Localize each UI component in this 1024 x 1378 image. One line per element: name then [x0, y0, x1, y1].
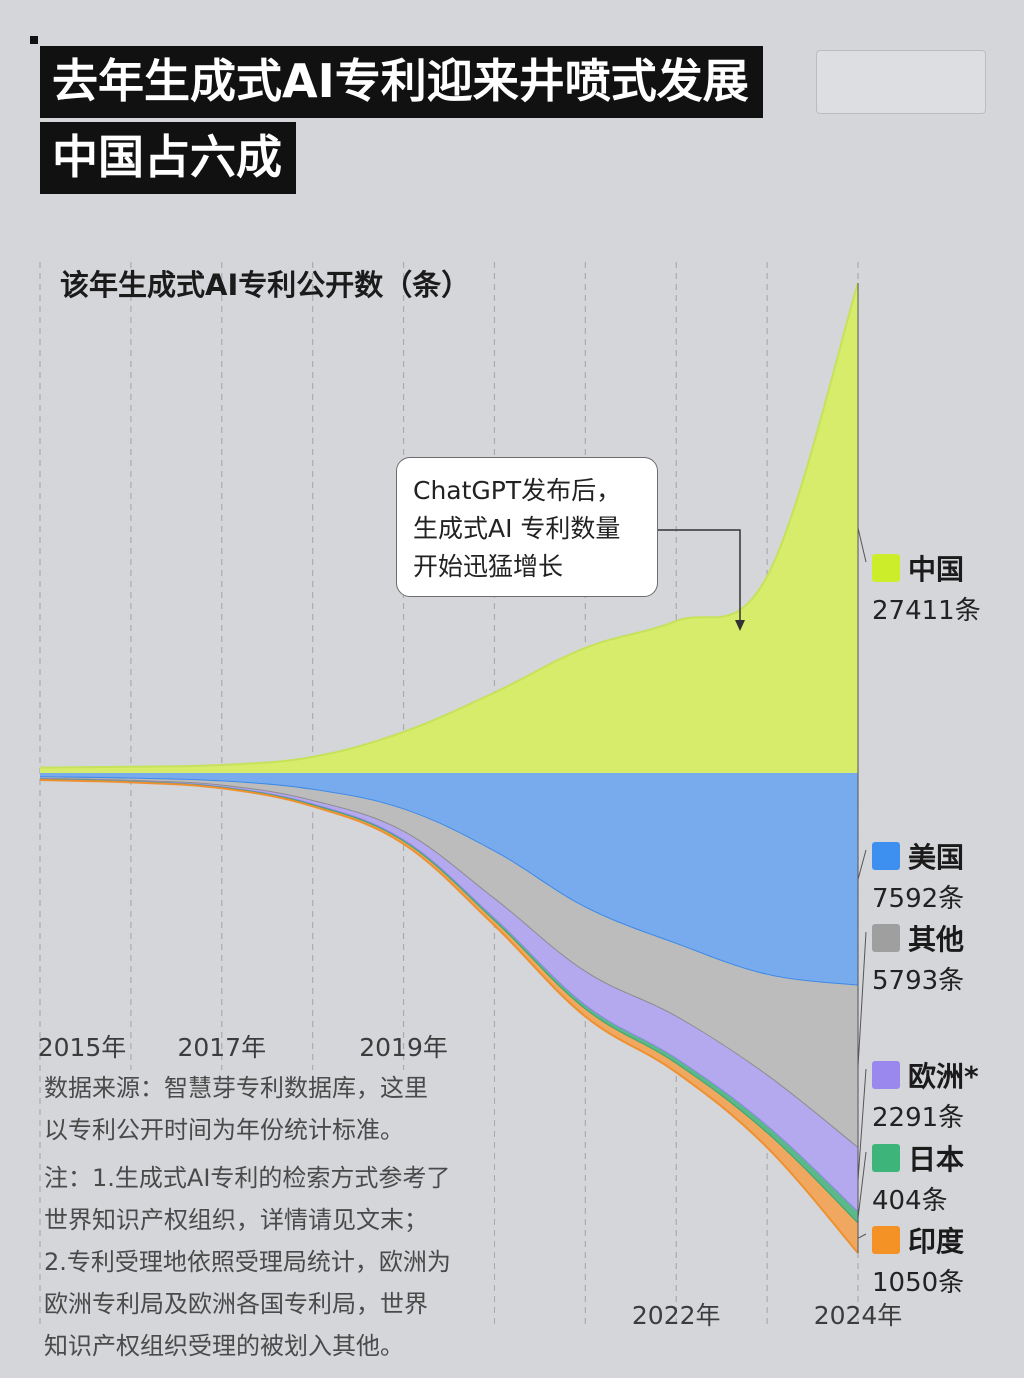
legend-name: 日本 — [908, 1143, 965, 1176]
x-tick-label: 2022年 — [631, 1301, 721, 1330]
note-line-1: 注：1.生成式AI专利的检索方式参考了 — [44, 1164, 451, 1192]
leader-lines — [658, 283, 867, 1253]
logo-placeholder — [816, 50, 986, 114]
legend-leader-series-e7be8ee59bbd — [857, 773, 867, 986]
legend-swatch — [872, 924, 900, 952]
note-line-5: 知识产权组织受理的被划入其他。 — [44, 1332, 404, 1360]
legend-leader-series-e697a5e69cac — [857, 1151, 867, 1224]
edge-series-e4b8ade59bbd — [39, 282, 859, 769]
legend-item-series-e697a5e69cac: 日本 404条 — [872, 1138, 964, 1217]
legend-item-series-e585b6e4bb96: 其他 5793条 — [872, 918, 964, 997]
legend-name: 中国 — [908, 553, 965, 586]
legend-value: 2291条 — [872, 1103, 965, 1133]
legend-name: 印度 — [908, 1225, 965, 1258]
legend-name: 欧洲* — [908, 1060, 979, 1093]
area-series-e585b6e4bb96 — [40, 777, 858, 1149]
source-notes: 数据来源：智慧芽专利数据库，这里 以专利公开时间为年份统计标准。 注：1.生成式… — [44, 1070, 494, 1370]
source-line-1: 数据来源：智慧芽专利数据库，这里 — [44, 1074, 428, 1102]
legend-swatch — [872, 554, 900, 582]
chatgpt-annotation: ChatGPT发布后， 生成式AI 专利数量 开始迅猛增长 — [396, 457, 658, 597]
x-tick-label: 2019年 — [359, 1033, 448, 1062]
note-line-3: 2.专利受理地依照受理局统计，欧洲为 — [44, 1248, 451, 1276]
x-tick-label: 2015年 — [37, 1033, 127, 1062]
annotation-line-2: 生成式AI 专利数量 — [413, 514, 621, 543]
chart-subtitle: 该年生成式AI专利公开数（条） — [60, 268, 471, 302]
annotation-leader — [658, 529, 741, 625]
annotation-arrow — [735, 620, 745, 631]
legend-swatch — [872, 1144, 900, 1172]
area-series-e7be8ee59bbd — [40, 773, 858, 986]
annotation-line-3: 开始迅猛增长 — [413, 552, 564, 581]
x-tick-label: 2024年 — [813, 1301, 903, 1330]
source-line-2: 以专利公开时间为年份统计标准。 — [44, 1116, 404, 1144]
legend-leader-series-e585b6e4bb96 — [857, 931, 867, 1149]
area-series-e4b8ade59bbd — [40, 283, 858, 773]
note-line-4: 欧洲专利局及欧洲各国专利局，世界 — [44, 1290, 428, 1318]
legend-swatch — [872, 842, 900, 870]
legend-leader-series-e4b8ade59bbd — [857, 283, 867, 773]
x-tick-label: 2017年 — [177, 1033, 267, 1062]
legend-item-series-e58db0e5baa6: 印度 1050条 — [872, 1220, 964, 1299]
legend-swatch — [872, 1226, 900, 1254]
area-series-e6aca7e6b4b2* — [40, 778, 858, 1213]
edge-series-e58db0e5baa6 — [39, 779, 859, 1254]
note-line-2: 世界知识产权组织，详情请见文末； — [44, 1206, 428, 1234]
legend-value: 404条 — [872, 1186, 948, 1216]
stream-layers — [39, 282, 859, 1254]
annotation-line-1: ChatGPT发布后， — [413, 476, 622, 505]
legend-value: 7592条 — [872, 884, 965, 914]
corner-mark — [30, 36, 38, 44]
legend-value: 5793条 — [872, 966, 965, 996]
legend-name: 其他 — [908, 923, 965, 956]
legend-item-series-e4b8ade59bbd: 中国 27411条 — [872, 548, 981, 627]
legend-swatch — [872, 1061, 900, 1089]
legend-item-series-e6aca7e6b4b2*: 欧洲* 2291条 — [872, 1055, 979, 1134]
legend-name: 美国 — [908, 841, 965, 874]
legend-leader-series-e6aca7e6b4b2* — [857, 1068, 867, 1213]
page-title-line-1: 去年生成式AI专利迎来井喷式发展 — [40, 46, 763, 118]
legend-value: 1050条 — [872, 1268, 965, 1298]
legend-item-series-e7be8ee59bbd: 美国 7592条 — [872, 836, 964, 915]
legend-leader-series-e58db0e5baa6 — [857, 1223, 867, 1253]
legend-value: 27411条 — [872, 596, 981, 626]
page-title-line-2: 中国占六成 — [40, 122, 296, 194]
